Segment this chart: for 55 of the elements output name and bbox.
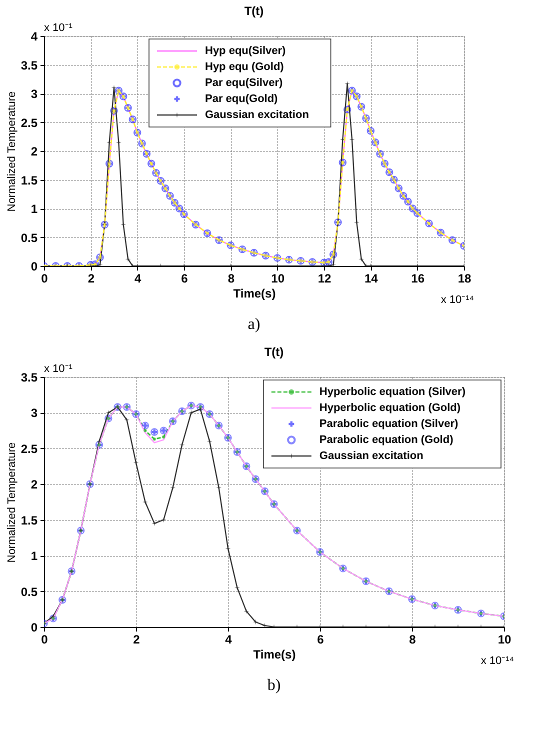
chart-title: T(t) xyxy=(264,345,284,359)
y-axis-title: Normalized Temperature xyxy=(6,91,18,212)
y-tick-label: 3 xyxy=(30,406,38,420)
x-tick-label: 2 xyxy=(88,272,95,286)
text: x 10⁻¹ xyxy=(44,22,73,34)
y-tick-label: 1 xyxy=(30,549,38,564)
y-tick-label: 3.5 xyxy=(20,58,38,72)
x-tick-label: 6 xyxy=(181,272,188,286)
legend-label: Parabolic equation (Gold) xyxy=(319,434,454,446)
y-tick-label: 1.5 xyxy=(20,513,38,528)
text: x 10⁻¹⁴ xyxy=(440,294,474,306)
y-tick-label: 1 xyxy=(30,202,38,216)
y-tick-label: 3.5 xyxy=(20,370,38,384)
x-tick-label: 14 xyxy=(364,272,378,286)
y-tick-label: 0 xyxy=(30,620,38,634)
text: a) xyxy=(248,316,260,333)
legend-label: Hyp equ(Silver) xyxy=(205,45,286,57)
y-tick-label: 3 xyxy=(30,87,38,101)
x-tick-label: 10 xyxy=(271,272,285,286)
legend-label: Hyp equ (Gold) xyxy=(205,61,284,73)
y-tick-label: 4 xyxy=(30,30,38,44)
y-tick-label: 0.5 xyxy=(20,230,38,245)
x-tick-label: 2 xyxy=(133,632,140,646)
y-tick-label: 2 xyxy=(30,144,38,158)
y-tick-label: 1.5 xyxy=(20,173,38,188)
y-tick-label: 0 xyxy=(30,260,38,274)
x-tick-label: 0 xyxy=(41,632,48,646)
x-tick-label: 0 xyxy=(41,272,48,286)
y-tick-label: 0.5 xyxy=(20,584,38,599)
text: x 10⁻¹ xyxy=(44,363,73,375)
legend-label: Gaussian excitation xyxy=(205,109,310,121)
y-tick-label: 2.5 xyxy=(20,116,38,130)
y-axis-title: Normalized Temperature xyxy=(6,442,18,563)
x-tick-label: 12 xyxy=(318,272,332,286)
legend-label: Parabolic equation (Silver) xyxy=(319,418,458,430)
y-tick-label: 2 xyxy=(30,478,38,492)
legend-label: Hyperbolic equation (Gold) xyxy=(319,402,461,414)
x-tick-label: 10 xyxy=(498,632,512,646)
x-tick-label: 4 xyxy=(134,272,142,286)
x-axis-title: Time(s) xyxy=(253,648,296,662)
chart-title: T(t) xyxy=(244,4,264,18)
legend-label: Par equ(Silver) xyxy=(205,77,283,89)
legend-label: Hyperbolic equation (Silver) xyxy=(319,386,466,398)
x-tick-label: 6 xyxy=(317,632,324,646)
legend-label: Par equ(Gold) xyxy=(205,93,278,105)
x-axis-title: Time(s) xyxy=(233,286,276,300)
x-tick-label: 4 xyxy=(225,632,232,646)
y-tick-label: 2.5 xyxy=(20,442,38,456)
text: x 10⁻¹⁴ xyxy=(480,655,514,667)
x-tick-label: 16 xyxy=(411,272,425,286)
x-tick-label: 8 xyxy=(228,272,235,286)
x-tick-label: 18 xyxy=(458,272,472,286)
legend-label: Gaussian excitation xyxy=(319,450,424,462)
text: b) xyxy=(267,677,281,694)
x-tick-label: 8 xyxy=(409,632,416,646)
